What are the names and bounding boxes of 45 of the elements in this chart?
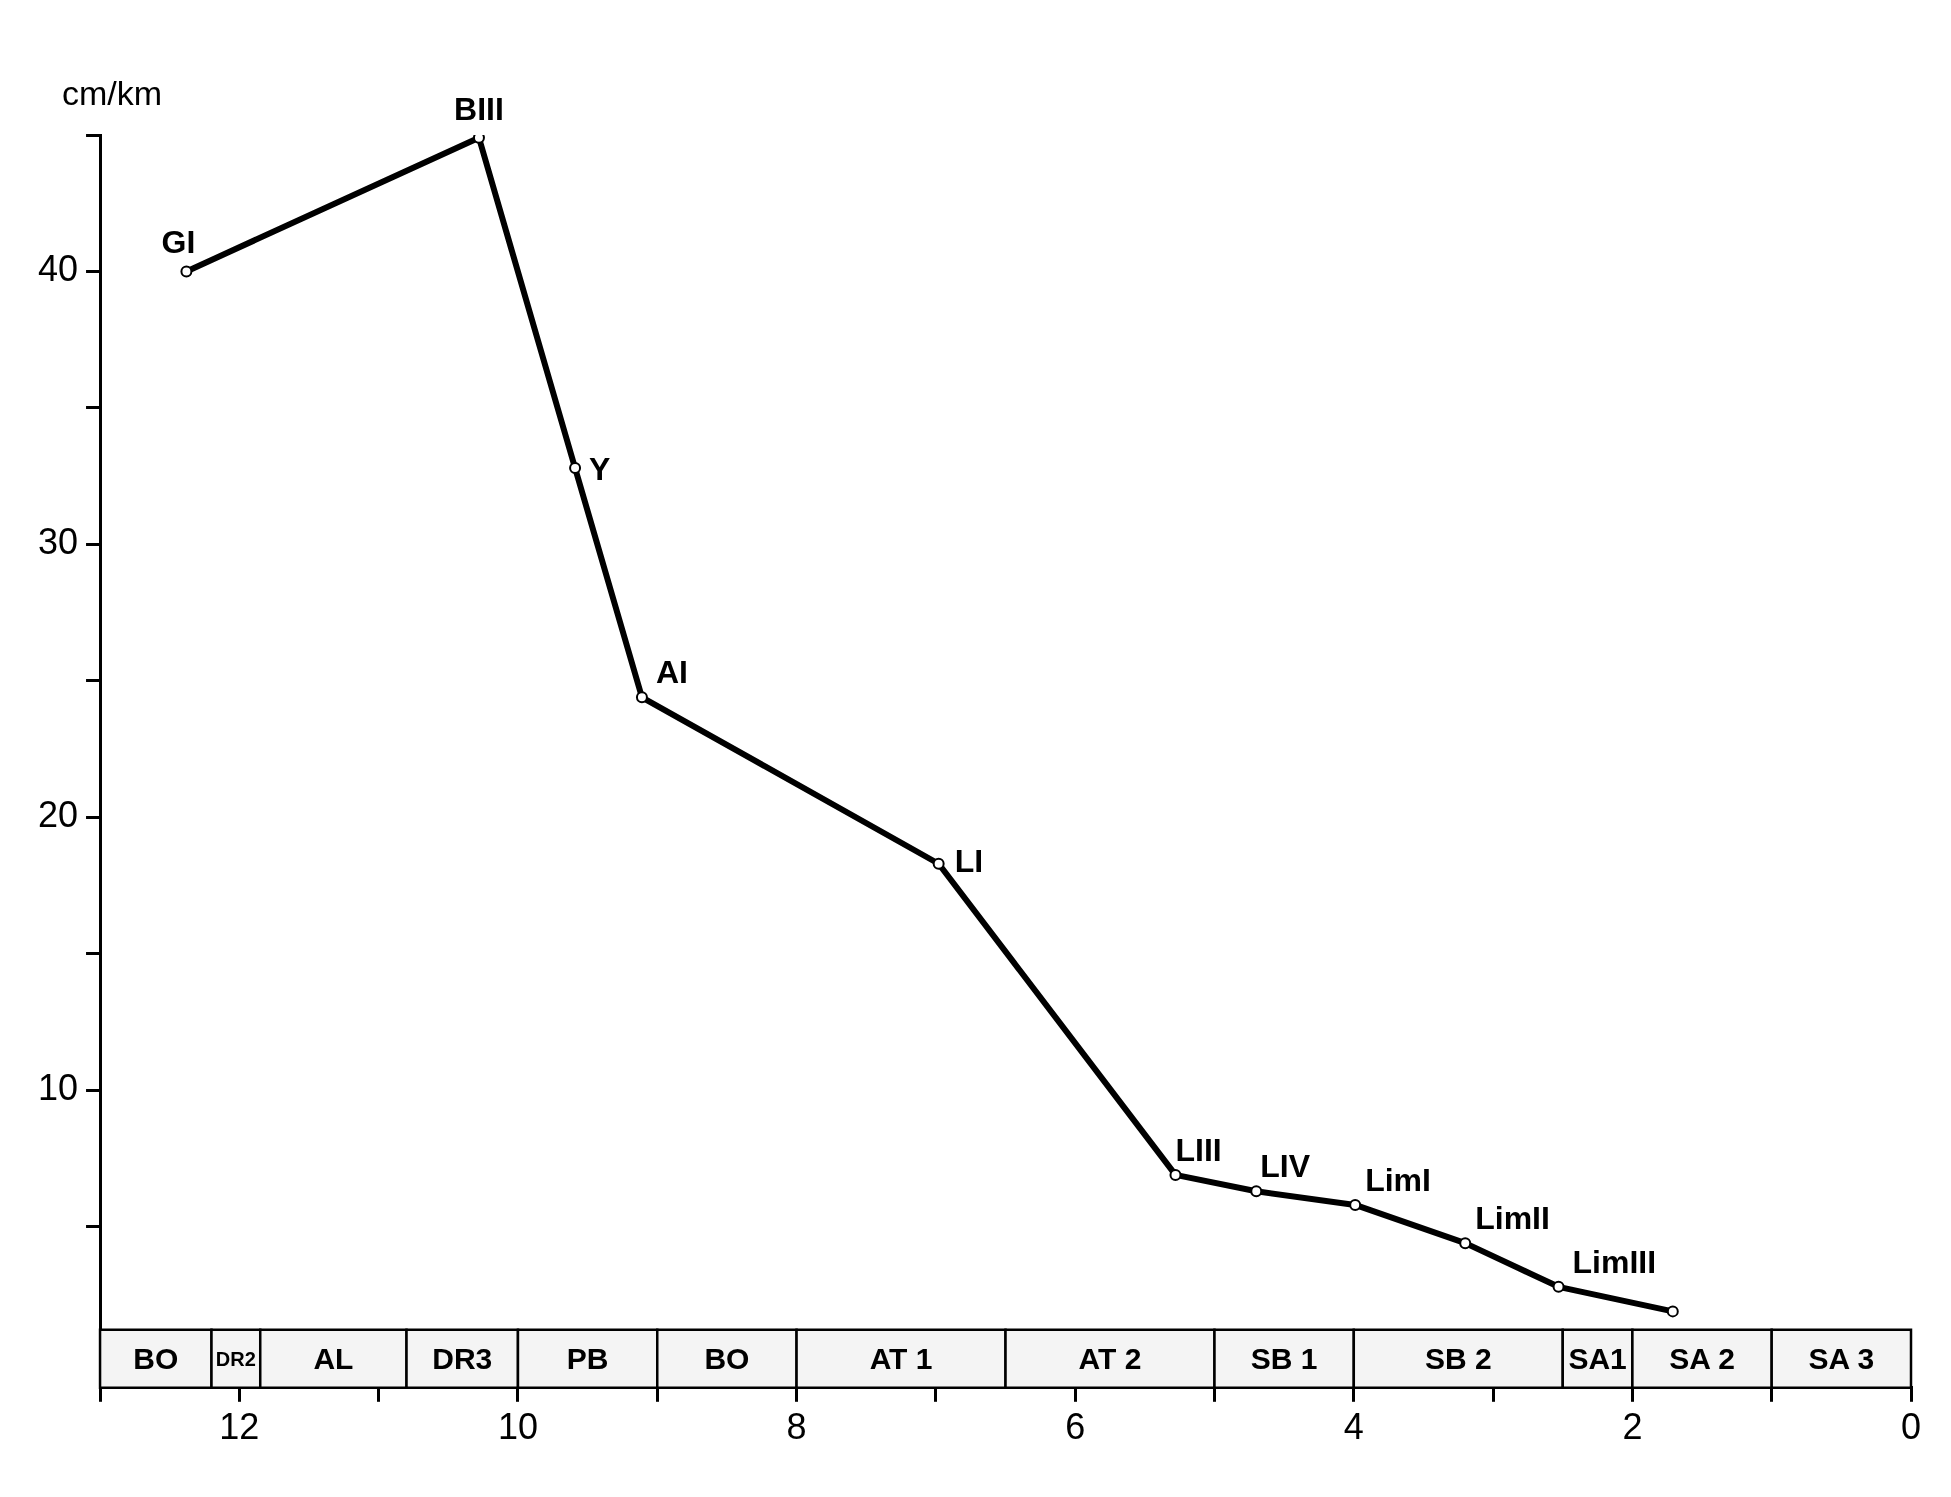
x-tick-label: 10 bbox=[497, 1406, 538, 1448]
band-label: AL bbox=[313, 1342, 354, 1376]
annotation: LIII bbox=[1175, 1131, 1222, 1168]
y-tick-label: 10 bbox=[38, 1067, 79, 1109]
band-label: DR2 bbox=[215, 1348, 256, 1371]
band-label: SB 2 bbox=[1424, 1342, 1492, 1376]
x-tick-label: 12 bbox=[219, 1406, 260, 1448]
y-tick-label: 40 bbox=[38, 248, 79, 290]
point bbox=[1349, 1198, 1362, 1211]
band-label: SB 1 bbox=[1250, 1342, 1318, 1376]
y-tick-label: 20 bbox=[38, 794, 79, 836]
point bbox=[1169, 1168, 1182, 1181]
x-tick-label: 2 bbox=[1622, 1406, 1643, 1448]
band-label: BO bbox=[133, 1342, 179, 1376]
point bbox=[180, 265, 193, 278]
point bbox=[635, 691, 648, 704]
annotation: Y bbox=[589, 450, 611, 487]
x-tick-label: 4 bbox=[1343, 1406, 1364, 1448]
point bbox=[569, 461, 582, 474]
annotation: AI bbox=[655, 654, 688, 691]
band-label: SA 3 bbox=[1808, 1342, 1875, 1376]
band-label: AT 2 bbox=[1078, 1342, 1142, 1376]
band-label: DR3 bbox=[432, 1342, 493, 1376]
y-axis-title: cm/km bbox=[62, 74, 163, 113]
x-tick-label: 0 bbox=[1900, 1406, 1922, 1448]
x-tick-label: 6 bbox=[1065, 1406, 1086, 1448]
annotation: LimIII bbox=[1572, 1243, 1657, 1280]
point bbox=[932, 857, 945, 870]
band-label: PB bbox=[566, 1342, 609, 1376]
annotation: GI bbox=[161, 224, 196, 261]
band-label: BO bbox=[704, 1342, 750, 1376]
point bbox=[1552, 1280, 1565, 1293]
x-tick-label: 8 bbox=[786, 1406, 807, 1448]
annotation: LI bbox=[954, 842, 984, 879]
point bbox=[1250, 1185, 1263, 1198]
annotation: LimI bbox=[1365, 1161, 1431, 1198]
band-label: SA1 bbox=[1568, 1342, 1627, 1376]
y-tick-label: 30 bbox=[38, 521, 79, 563]
annotation: LIV bbox=[1260, 1148, 1311, 1185]
annotation: LimII bbox=[1475, 1200, 1550, 1237]
annotation: BIII bbox=[454, 90, 504, 127]
band-label: AT 1 bbox=[869, 1342, 933, 1376]
band-label: SA 2 bbox=[1669, 1342, 1735, 1376]
point bbox=[1459, 1237, 1472, 1250]
point bbox=[1666, 1305, 1679, 1318]
